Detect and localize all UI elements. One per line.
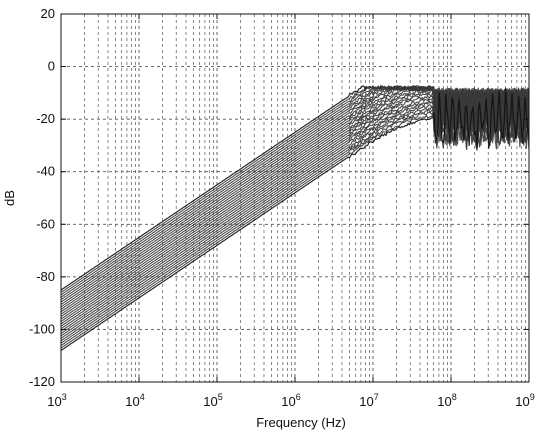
y-axis-label: dB [2, 190, 17, 206]
x-tick-label: 105 [203, 392, 222, 409]
x-tick-label: 108 [437, 392, 456, 409]
y-tick-label: -100 [29, 321, 55, 336]
y-tick-label: -120 [29, 374, 55, 389]
y-tick-label: -80 [36, 269, 55, 284]
x-tick-label: 104 [125, 392, 144, 409]
response-curve [60, 88, 530, 351]
x-axis-label: Frequency (Hz) [256, 415, 346, 430]
y-tick-label: 0 [48, 59, 55, 74]
y-tick-label: 20 [41, 6, 55, 21]
y-tick-label: -60 [36, 216, 55, 231]
x-tick-labels: 103 104 105 106 107 108 109 [47, 392, 534, 409]
x-tick-label: 106 [281, 392, 300, 409]
y-tick-label: -40 [36, 164, 55, 179]
response-curve [60, 88, 530, 344]
x-tick-label: 103 [47, 392, 66, 409]
response-curve [60, 88, 530, 339]
response-curve [60, 87, 530, 347]
curve-band [60, 84, 530, 351]
y-tick-label: -20 [36, 111, 55, 126]
y-tick-labels: 20 0 -20 -40 -60 -80 -100 -120 [29, 6, 55, 389]
response-curve [60, 88, 530, 342]
tick-marks [60, 13, 530, 383]
x-tick-label: 107 [359, 392, 378, 409]
response-curve [60, 86, 530, 308]
response-curve [60, 87, 530, 334]
x-tick-label: 109 [515, 392, 534, 409]
